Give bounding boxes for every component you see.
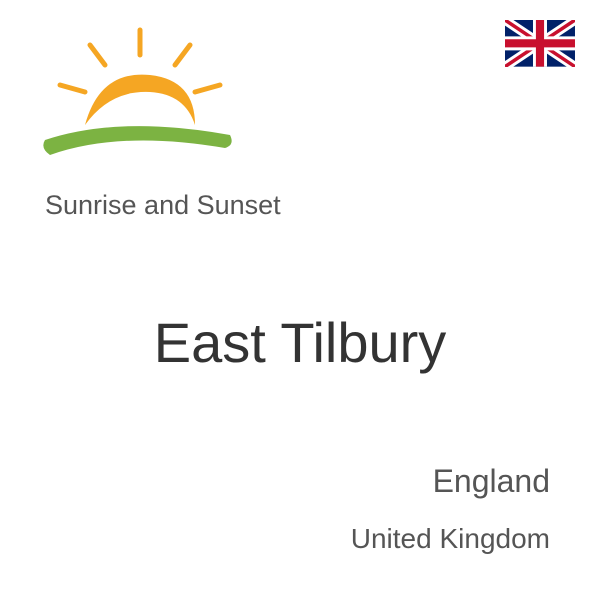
subtitle-text: Sunrise and Sunset <box>45 190 281 221</box>
flag-icon <box>505 20 575 67</box>
sunrise-logo <box>30 20 250 180</box>
region-text: England <box>433 463 550 500</box>
sunrise-icon <box>30 20 250 180</box>
place-name: East Tilbury <box>0 310 600 375</box>
country-text: United Kingdom <box>351 523 550 555</box>
uk-flag <box>505 20 575 65</box>
